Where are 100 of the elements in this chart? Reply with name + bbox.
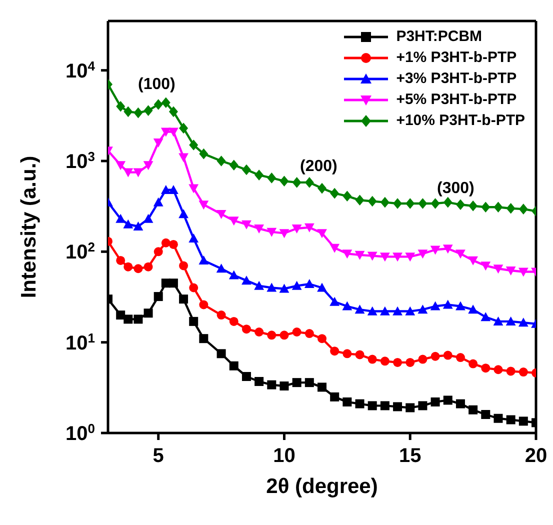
point: [494, 365, 503, 374]
point: [198, 200, 209, 210]
point: [199, 148, 208, 160]
point: [292, 177, 302, 188]
point: [254, 170, 264, 180]
point: [168, 240, 178, 249]
point: [229, 316, 238, 326]
point: [468, 304, 478, 314]
point: [188, 184, 199, 194]
point: [318, 382, 326, 392]
point: [242, 372, 251, 381]
point: [480, 312, 491, 322]
point: [168, 278, 178, 288]
point: [267, 330, 276, 340]
point: [518, 268, 528, 277]
point: [229, 361, 238, 370]
point: [480, 262, 491, 271]
point: [304, 279, 314, 288]
point: [267, 172, 276, 184]
point: [406, 198, 415, 209]
point: [468, 405, 478, 414]
y-tick-label: 10$^{2}$: [66, 239, 95, 264]
point: [418, 198, 428, 209]
point: [481, 410, 490, 419]
point: [393, 198, 402, 209]
point: [406, 403, 415, 412]
point: [418, 304, 428, 314]
point: [124, 106, 133, 118]
point: [242, 220, 252, 230]
point: [116, 101, 126, 112]
point: [228, 216, 239, 226]
y-tick-label: 10$^{4}$: [66, 58, 96, 82]
point: [494, 414, 503, 423]
point: [188, 233, 199, 242]
point: [216, 349, 226, 358]
point: [430, 198, 440, 209]
point: [154, 247, 163, 256]
point: [342, 250, 352, 259]
point: [279, 229, 290, 238]
point: [116, 310, 126, 320]
point: [442, 300, 453, 309]
point: [506, 316, 516, 326]
point: [393, 358, 402, 367]
point: [116, 161, 126, 170]
point: [406, 358, 415, 367]
point: [216, 210, 226, 219]
y-tick-label: 10$^{1}$: [66, 330, 95, 354]
point: [405, 252, 416, 262]
point: [392, 252, 402, 262]
point: [342, 190, 352, 202]
point: [161, 238, 170, 248]
point: [318, 334, 326, 344]
point: [216, 156, 226, 166]
point: [518, 416, 528, 426]
point: [189, 283, 198, 292]
point: [355, 194, 364, 206]
point: [380, 196, 390, 208]
point: [506, 266, 516, 276]
point: [161, 97, 170, 108]
point: [330, 296, 340, 306]
point: [280, 330, 289, 340]
point: [153, 197, 164, 206]
x-tick-label: 15: [398, 445, 422, 467]
point: [292, 224, 302, 234]
point: [292, 280, 302, 290]
point: [393, 402, 402, 412]
point: [199, 300, 208, 310]
point: [242, 164, 251, 176]
point: [493, 264, 504, 274]
point: [456, 399, 465, 408]
point: [506, 415, 516, 424]
point: [179, 261, 188, 270]
point: [292, 378, 302, 388]
point: [153, 138, 164, 148]
point: [179, 122, 188, 134]
point: [354, 304, 365, 314]
point: [242, 276, 252, 285]
point: [168, 128, 178, 137]
point: [518, 204, 528, 214]
point: [144, 105, 153, 116]
point: [133, 168, 144, 178]
point: [178, 153, 188, 162]
point: [143, 214, 154, 223]
x-tick-label: 10: [273, 445, 296, 467]
point: [506, 366, 516, 376]
point: [380, 401, 390, 410]
point: [143, 161, 154, 170]
point: [468, 200, 478, 212]
point: [430, 397, 440, 406]
point: [430, 301, 440, 310]
x-tick-label: 20: [524, 445, 548, 467]
point: [254, 328, 264, 336]
point: [418, 401, 428, 410]
point: [317, 282, 327, 292]
point: [168, 184, 178, 194]
legend-label: +10% P3HT-b-PTP: [396, 111, 525, 131]
point: [144, 308, 153, 318]
point: [124, 314, 133, 324]
point: [430, 246, 440, 255]
point: [367, 252, 378, 261]
